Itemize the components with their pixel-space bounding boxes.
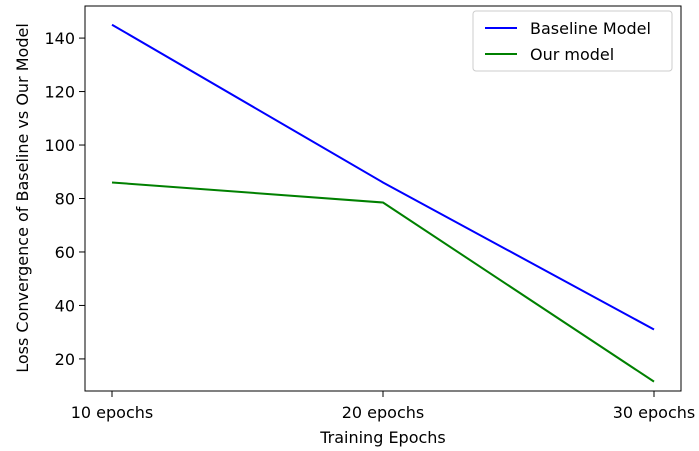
y-tick-label: 60 [55,243,75,262]
y-tick-label: 20 [55,350,75,369]
legend-label-baseline-model: Baseline Model [530,19,651,38]
legend: Baseline Model Our model [472,10,673,72]
x-tick-label: 20 epochs [342,403,425,422]
y-axis: 20 40 60 80 100 120 140 [44,29,85,369]
x-tick-label: 30 epochs [613,403,696,422]
series-line-our-model [111,181,655,383]
x-axis-label: Training Epochs [319,428,446,447]
x-tick-label: 10 epochs [71,403,154,422]
series-line-baseline-model [111,23,655,331]
legend-label-our-model: Our model [530,45,614,64]
series-layer [111,23,655,383]
legend-box [472,10,673,72]
y-tick-label: 100 [44,136,75,155]
x-axis: 10 epochs 20 epochs 30 epochs [71,391,696,422]
y-tick-label: 120 [44,83,75,102]
y-tick-label: 80 [55,190,75,209]
y-tick-label: 40 [55,296,75,315]
y-axis-label: Loss Convergence of Baseline vs Our Mode… [13,23,32,373]
y-tick-label: 140 [44,29,75,48]
